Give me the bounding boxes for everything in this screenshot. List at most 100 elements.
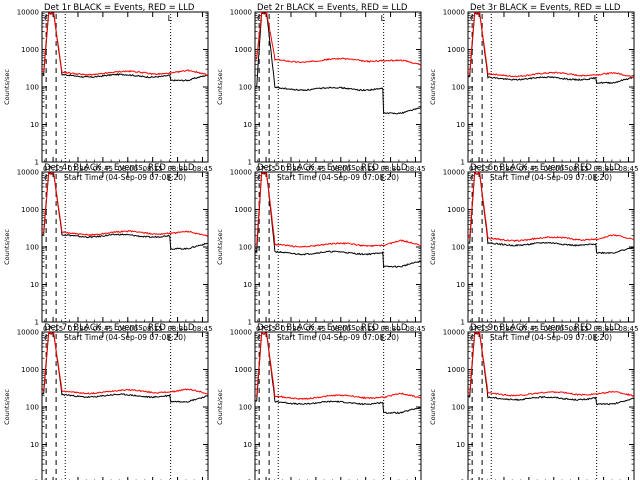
x-tick-label: 07:15 xyxy=(256,325,276,333)
x-tick-label: 08:15 xyxy=(143,325,163,333)
x-axis-label: Start Time (04-Sep-09 07:08:20) xyxy=(490,333,612,342)
marker-c: C xyxy=(470,174,476,183)
x-tick-label: 07:15 xyxy=(469,165,489,173)
y-tick-label: 1 xyxy=(248,479,252,480)
y-tick-label: 10 xyxy=(30,121,39,129)
marker-l: L xyxy=(594,334,599,343)
x-tick-label: 08:15 xyxy=(569,165,589,173)
y-tick-label: 100 xyxy=(26,84,39,92)
y-axis-label: Counts/sec xyxy=(3,69,11,105)
panel-title: Det 6r BLACK = Events, RED = LLD xyxy=(470,163,621,173)
series-events-line xyxy=(41,171,209,250)
x-tick-label: 07:15 xyxy=(469,325,489,333)
panel-det-8r: Det 8r BLACK = Events, RED = LLD 1 10 100 10… xyxy=(216,323,422,480)
y-tick-label: 10000 xyxy=(17,169,39,177)
x-axis-label: Start Time (04-Sep-09 07:08:20) xyxy=(64,173,186,182)
x-tick-label: 08:30 xyxy=(380,325,400,333)
y-tick-label: 10000 xyxy=(443,329,465,337)
x-tick-label: 08:45 xyxy=(405,165,425,173)
panel-title: Det 2r BLACK = Events, RED = LLD xyxy=(257,3,408,13)
series-lld-line xyxy=(41,172,209,237)
y-axis-label: Counts/sec xyxy=(216,69,224,105)
series-lld-line xyxy=(467,330,635,397)
y-tick-label: 1 xyxy=(248,319,252,327)
x-axis-label: Start Time (04-Sep-09 07:08:20) xyxy=(277,333,399,342)
y-tick-label: 1 xyxy=(248,159,252,167)
y-tick-label: 10 xyxy=(456,121,465,129)
plot-frame xyxy=(41,331,209,480)
y-tick-label: 10 xyxy=(30,441,39,449)
y-tick-label: 100 xyxy=(452,244,465,252)
plot-frame xyxy=(254,11,422,163)
x-tick-label: 08:15 xyxy=(143,165,163,173)
x-tick-label: 08:15 xyxy=(356,325,376,333)
marker-c: C xyxy=(257,174,263,183)
y-tick-label: 100 xyxy=(239,244,252,252)
plot-frame xyxy=(254,331,422,480)
x-tick-label: 07:45 xyxy=(306,325,326,333)
x-tick-label: 07:30 xyxy=(494,165,514,173)
series-lld-line xyxy=(467,171,635,242)
marker-l: L xyxy=(168,14,173,23)
x-tick-label: 08:30 xyxy=(593,325,613,333)
y-axis-label: Counts/sec xyxy=(216,389,224,425)
x-tick-label: 08:45 xyxy=(618,325,638,333)
marker-c: C xyxy=(44,14,50,23)
y-axis-label: Counts/sec xyxy=(3,229,11,265)
marker-c: C xyxy=(44,334,50,343)
series-lld-line xyxy=(254,172,422,248)
plot-frame xyxy=(41,171,209,323)
x-tick-label: 08:00 xyxy=(331,165,351,173)
plot-frame xyxy=(467,331,635,480)
x-tick-label: 07:30 xyxy=(281,325,301,333)
y-axis-label: Counts/sec xyxy=(429,389,437,425)
x-axis-label: Start Time (04-Sep-09 07:08:20) xyxy=(277,173,399,182)
x-tick-label: 08:00 xyxy=(544,325,564,333)
marker-l: L xyxy=(381,334,386,343)
y-tick-label: 100 xyxy=(452,404,465,412)
y-tick-label: 1000 xyxy=(447,46,465,54)
marker-l: L xyxy=(381,14,386,23)
y-tick-label: 10 xyxy=(456,441,465,449)
x-tick-label: 07:45 xyxy=(519,325,539,333)
y-tick-label: 10 xyxy=(456,281,465,289)
panel-title: Det 9r BLACK = Events, RED = LLD xyxy=(470,323,621,333)
x-tick-label: 07:45 xyxy=(93,165,113,173)
y-tick-label: 1 xyxy=(461,479,465,480)
panel-title: Det 5r BLACK = Events, RED = LLD xyxy=(257,163,408,173)
y-axis-label: Counts/sec xyxy=(429,229,437,265)
marker-c: C xyxy=(257,334,263,343)
y-tick-label: 1 xyxy=(35,479,39,480)
x-tick-label: 08:00 xyxy=(118,325,138,333)
y-tick-label: 100 xyxy=(239,84,252,92)
marker-l: L xyxy=(168,334,173,343)
panel-det-7r: Det 7r BLACK = Events, RED = LLD 1 10 100 10… xyxy=(3,323,209,480)
y-tick-label: 1 xyxy=(35,319,39,327)
y-axis-label: Counts/sec xyxy=(429,69,437,105)
marker-c: C xyxy=(470,334,476,343)
x-tick-label: 08:30 xyxy=(380,165,400,173)
plot-frame xyxy=(254,171,422,323)
panel-det-1r: Det 1r BLACK = Events, RED = LLD 1 10 100 10… xyxy=(3,3,213,182)
panel-det-9r: Det 9r BLACK = Events, RED = LLD 1 10 100 10… xyxy=(429,323,635,480)
x-tick-label: 07:15 xyxy=(43,165,63,173)
marker-c: C xyxy=(44,174,50,183)
plot-frame xyxy=(467,11,635,163)
x-tick-label: 07:30 xyxy=(494,325,514,333)
x-tick-label: 08:30 xyxy=(167,165,187,173)
x-tick-label: 08:00 xyxy=(118,165,138,173)
y-tick-label: 1 xyxy=(461,159,465,167)
series-lld-line xyxy=(467,11,635,79)
y-axis-label: Counts/sec xyxy=(3,389,11,425)
x-tick-label: 08:45 xyxy=(192,325,212,333)
x-tick-label: 07:30 xyxy=(281,165,301,173)
x-tick-label: 08:15 xyxy=(356,165,376,173)
panel-det-5r: Det 5r BLACK = Events, RED = LLD 1 10 100 10… xyxy=(216,163,426,342)
marker-l: L xyxy=(594,174,599,183)
panel-det-4r: Det 4r BLACK = Events, RED = LLD 1 10 100 10… xyxy=(3,163,213,342)
series-events-line xyxy=(41,11,209,82)
y-tick-label: 10000 xyxy=(230,9,252,17)
y-tick-label: 1000 xyxy=(21,46,39,54)
plot-frame xyxy=(467,171,635,323)
y-tick-label: 100 xyxy=(239,404,252,412)
